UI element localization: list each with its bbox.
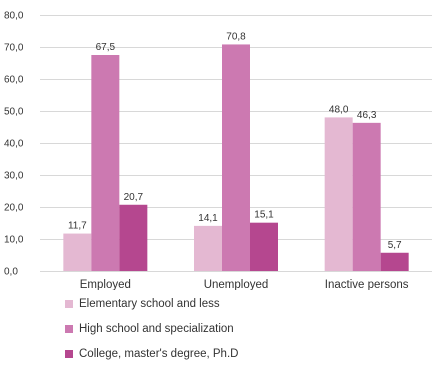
data-label: 11,7: [68, 221, 87, 232]
category-label: Inactive persons: [325, 279, 409, 290]
legend-item-college: College, master's degree, Ph.D: [65, 341, 238, 366]
y-tick-label: 40,0: [4, 139, 24, 150]
data-labels: 11,7 67,5 20,7 14,1 70,8 15,1 48,0 46,3 5,7: [68, 31, 402, 250]
x-axis-categories: Employed Unemployed Inactive persons: [80, 279, 409, 290]
bar: [91, 55, 120, 271]
y-tick-label: 10,0: [4, 235, 24, 246]
legend-label-elementary: Elementary school and less: [79, 297, 220, 310]
bar: [324, 117, 353, 272]
legend-swatch-elementary: [65, 299, 73, 308]
data-label: 20,7: [124, 192, 144, 203]
bar: [250, 222, 278, 271]
legend-label-college: College, master's degree, Ph.D: [79, 347, 239, 360]
bar: [63, 233, 92, 271]
legend-label-high-school: High school and specialization: [79, 322, 234, 335]
bars: [63, 44, 409, 272]
data-label: 5,7: [388, 240, 402, 251]
y-tick-label: 0,0: [4, 267, 18, 278]
data-label: 70,8: [226, 31, 246, 42]
bar: [352, 122, 381, 271]
y-tick-label: 60,0: [4, 75, 24, 86]
bar: [194, 225, 222, 271]
bar: [380, 252, 409, 271]
legend-item-elementary: Elementary school and less: [65, 291, 238, 316]
data-label: 48,0: [329, 104, 349, 115]
data-label: 15,1: [254, 210, 274, 221]
bar: [119, 204, 148, 271]
y-tick-label: 20,0: [4, 203, 24, 214]
legend: Elementary school and less High school a…: [65, 291, 238, 366]
y-tick-label: 70,0: [4, 43, 24, 54]
legend-swatch-high-school: [65, 324, 73, 333]
category-label: Unemployed: [204, 279, 269, 290]
data-label: 46,3: [357, 110, 377, 121]
y-tick-label: 50,0: [4, 107, 24, 118]
data-label: 14,1: [198, 213, 218, 224]
legend-item-high-school: High school and specialization: [65, 316, 238, 341]
data-label: 67,5: [96, 42, 116, 53]
y-tick-label: 80,0: [4, 11, 24, 22]
legend-swatch-college: [65, 349, 73, 358]
bar: [222, 44, 250, 271]
bar-chart: 0,0 10,0 20,0 30,0 40,0 50,0 60,0 70,0 80,0 11,7…: [4, 11, 432, 290]
y-tick-label: 30,0: [4, 171, 24, 182]
category-label: Employed: [80, 279, 131, 290]
y-axis-ticks: 0,0 10,0 20,0 30,0 40,0 50,0 60,0 70,0 80,0: [4, 11, 24, 278]
